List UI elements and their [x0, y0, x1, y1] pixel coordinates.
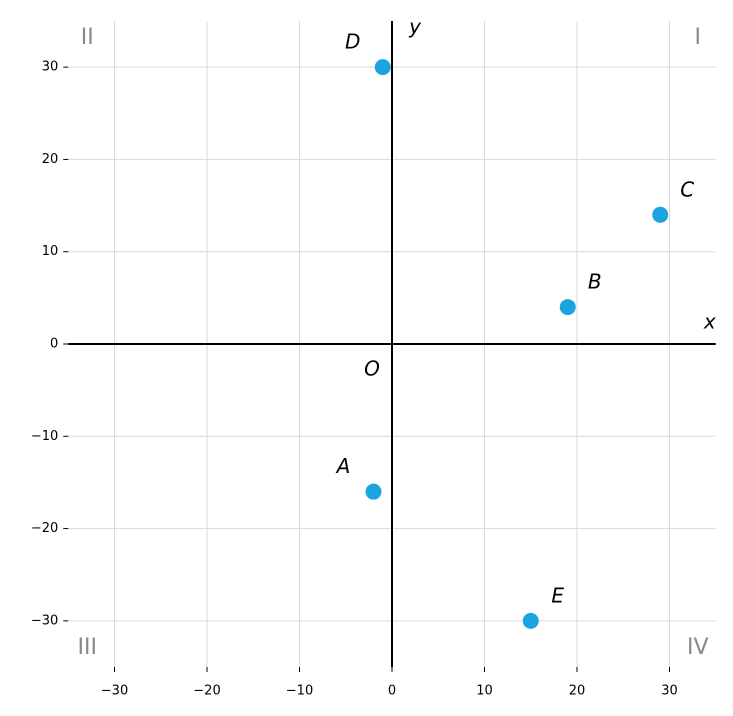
y-tick-label: 30: [42, 60, 59, 75]
point: [365, 483, 382, 500]
point-label: C: [680, 177, 694, 201]
x-tick-label: −20: [193, 684, 220, 699]
origin-label: O: [364, 357, 380, 381]
y-tick-label: −20: [31, 521, 58, 536]
point-label: D: [345, 30, 360, 54]
y-tick-label: 0: [50, 337, 58, 352]
point: [374, 59, 391, 76]
quadrant-label: IV: [687, 635, 709, 660]
point-label: A: [335, 454, 351, 478]
quadrant-label: I: [695, 25, 702, 50]
y-tick-label: 20: [42, 152, 59, 167]
y-tick-label: −30: [31, 613, 58, 628]
point-label: E: [551, 583, 564, 607]
x-tick-label: 0: [388, 684, 396, 699]
point: [652, 206, 669, 223]
x-axis-label: x: [703, 310, 716, 334]
x-tick-label: −30: [101, 684, 128, 699]
y-tick-label: 10: [42, 244, 59, 259]
x-tick-label: 20: [569, 684, 586, 699]
point: [522, 612, 539, 629]
point: [559, 299, 576, 316]
x-tick-label: 10: [476, 684, 493, 699]
y-axis-label: y: [408, 15, 422, 39]
quadrant-label: II: [81, 25, 94, 50]
quadrant-label: III: [78, 635, 97, 660]
point-label: B: [588, 270, 602, 294]
y-tick-label: −10: [31, 429, 58, 444]
x-tick-label: −10: [286, 684, 313, 699]
x-tick-label: 30: [661, 684, 678, 699]
